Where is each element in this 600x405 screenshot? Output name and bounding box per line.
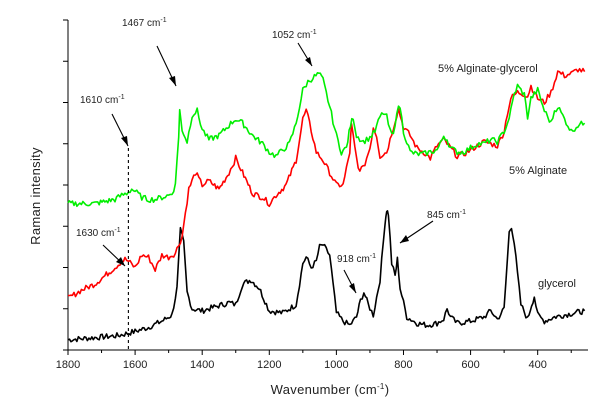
series-layer <box>67 67 586 343</box>
x-tick-label-600: 600 <box>461 359 479 371</box>
annotation-1467-sup: -1 <box>160 17 166 24</box>
arrowhead-1467 <box>169 76 176 86</box>
arrowhead-1610 <box>121 136 128 146</box>
annotation-845-text: 845 cm <box>427 210 460 221</box>
x-tick-label-400: 400 <box>528 359 546 371</box>
x-axis-ticks: 1800 1600 1400 1200 1000 800 600 400 <box>56 350 572 371</box>
annotation-918-text: 918 cm <box>337 254 370 265</box>
series-line-glycerol <box>67 210 586 343</box>
annotation-1610: 1610 cm-1 <box>80 94 125 106</box>
annotation-918: 918 cm-1 <box>337 253 376 265</box>
arrow-heads <box>116 57 409 293</box>
annotation-arrows <box>102 42 434 294</box>
annotation-1052-sup: -1 <box>310 29 316 36</box>
y-axis-ticks <box>63 19 68 351</box>
x-axis-title-end: ) <box>385 382 390 397</box>
series-label-alginate-glycerol: 5% Alginate-glycerol <box>438 63 538 75</box>
x-axis-title-text: Wavenumber (cm <box>271 382 377 397</box>
annotation-1630-sup: -1 <box>114 227 120 234</box>
arrowhead-845 <box>400 235 409 243</box>
annotation-1052: 1052 cm-1 <box>272 29 317 41</box>
x-tick-label-800: 800 <box>394 359 412 371</box>
series-line-5-alginate <box>67 67 586 298</box>
annotation-1630: 1630 cm-1 <box>76 227 121 239</box>
annotation-1610-sup: -1 <box>118 94 124 101</box>
annotation-1610-text: 1610 cm <box>80 95 118 106</box>
annotation-845: 845 cm-1 <box>427 209 466 221</box>
arrowhead-1052 <box>305 57 312 66</box>
annotation-1630-text: 1630 cm <box>76 228 114 239</box>
series-label-glycerol: glycerol <box>538 278 576 290</box>
x-tick-label-1600: 1600 <box>123 359 147 371</box>
arrowhead-1630 <box>116 257 125 266</box>
annotation-1467: 1467 cm-1 <box>122 17 167 29</box>
x-tick-label-1800: 1800 <box>56 359 80 371</box>
x-tick-label-1400: 1400 <box>190 359 214 371</box>
x-tick-label-1200: 1200 <box>257 359 281 371</box>
y-axis-title: Raman intensity <box>28 147 43 245</box>
annotation-845-sup: -1 <box>460 209 466 216</box>
arrowhead-918 <box>349 283 356 293</box>
annotation-1052-text: 1052 cm <box>272 30 310 41</box>
x-axis-title-sup: -1 <box>377 382 385 391</box>
annotation-918-sup: -1 <box>370 253 376 260</box>
x-axis-title: Wavenumber (cm-1) <box>271 382 390 397</box>
x-tick-label-1000: 1000 <box>324 359 348 371</box>
series-label-alginate: 5% Alginate <box>509 165 567 177</box>
series-line-5-alginate-glycerol <box>67 72 586 208</box>
annotation-1467-text: 1467 cm <box>122 18 160 29</box>
